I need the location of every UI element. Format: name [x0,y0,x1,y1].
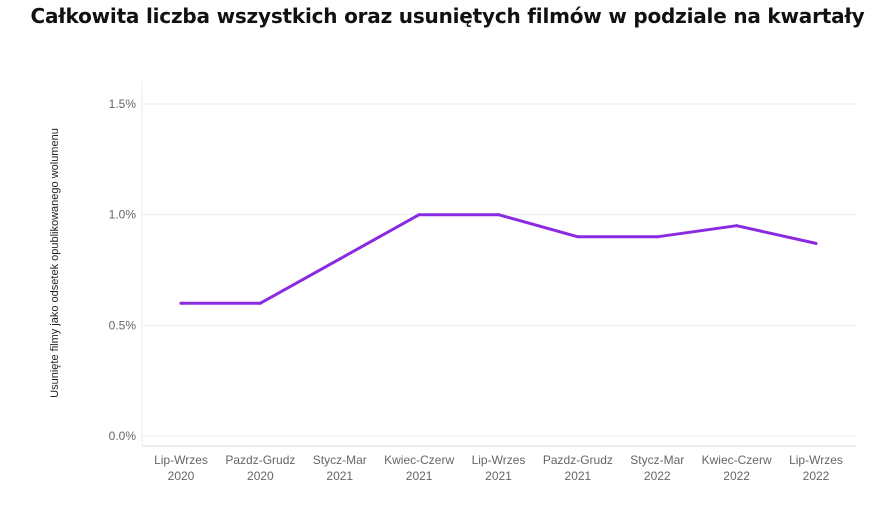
gridlines [141,82,856,447]
y-tick-label: 1.5% [109,97,137,111]
data-point [814,241,818,245]
data-point [338,257,342,261]
data-point [655,235,659,239]
series-line [179,213,818,305]
x-axis-ticks: Lip-Wrzes 2020 Pazdz-Grudz 2020 Stycz-Mar 202… [154,453,843,483]
x-tick-label: Kwiec-Czerw 2022 [702,453,772,483]
data-point [497,213,500,217]
x-tick-label: Lip-Wrzes 2020 [154,453,208,483]
chart-title: Całkowita liczba wszystkich oraz usunięt… [30,4,865,28]
y-tick-label: 0.5% [109,318,137,332]
x-tick-label: Stycz-Mar 2021 [313,453,367,483]
x-tick-label: Pazdz-Grudz 2021 [543,453,613,483]
data-point [735,224,739,228]
data-point [179,301,183,305]
x-tick-label: Stycz-Mar 2022 [630,453,684,483]
data-point [576,235,580,239]
x-tick-label: Pazdz-Grudz 2020 [225,453,295,483]
x-tick-label: Kwiec-Czerw 2021 [384,453,454,483]
data-point [417,213,421,217]
x-tick-label: Lip-Wrzes 2022 [789,453,843,483]
x-tick-label: Lip-Wrzes 2021 [472,453,526,483]
y-axis-ticks: 0.0% 0.5% 1.0% 1.5% [109,97,137,443]
series-group [179,213,818,305]
y-tick-label: 1.0% [109,208,137,222]
data-point [258,301,262,305]
y-tick-label: 0.0% [109,429,137,443]
y-axis-label: Usunięte filmy jako odsetek opublikowane… [49,128,61,398]
